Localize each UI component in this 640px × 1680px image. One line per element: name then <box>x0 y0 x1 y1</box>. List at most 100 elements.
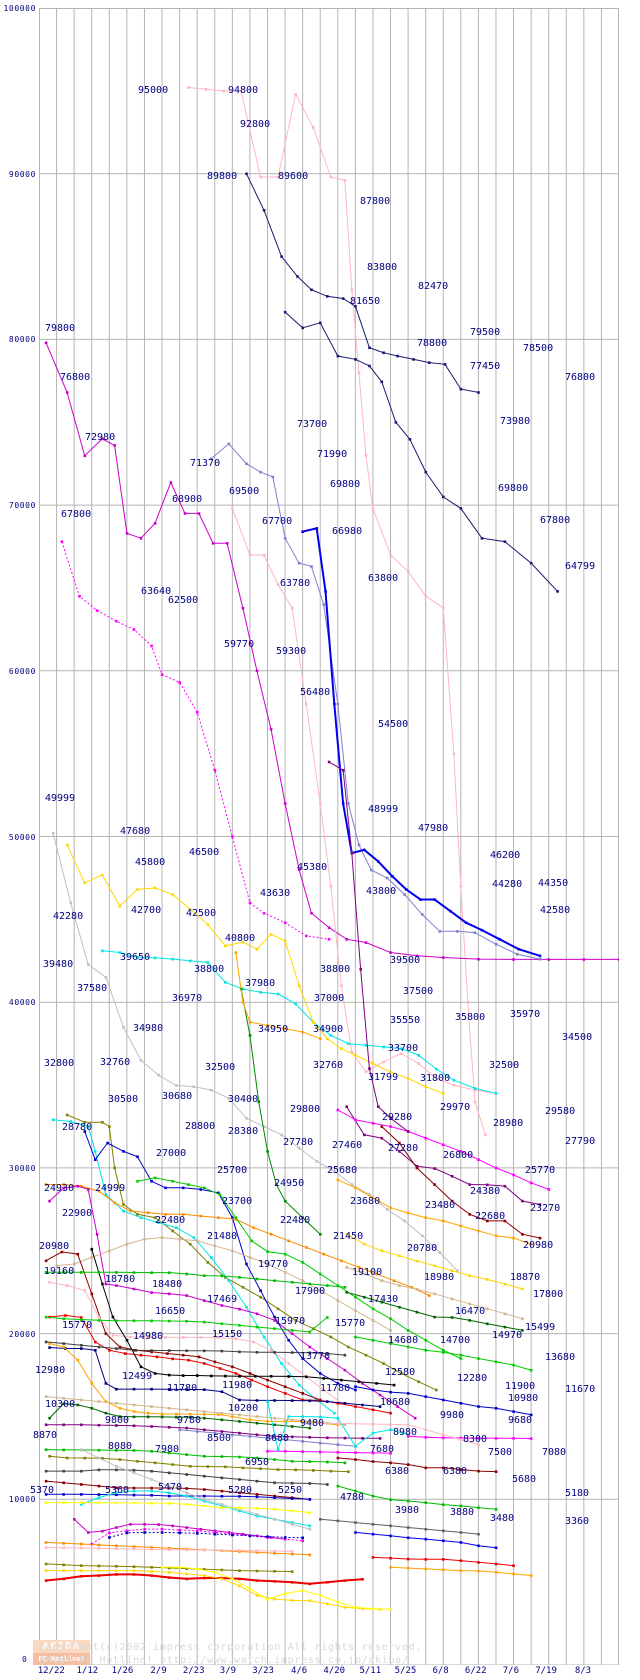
data-point <box>187 1358 190 1362</box>
y-tick-label: 40000 <box>8 998 36 1008</box>
data-point <box>238 1491 241 1495</box>
series-s12 <box>65 1113 438 1392</box>
data-point <box>340 1378 343 1382</box>
series-line <box>320 1422 479 1446</box>
data-point <box>294 1468 297 1472</box>
data-point <box>213 769 217 772</box>
data-point <box>326 1436 329 1440</box>
data-point <box>185 1473 188 1476</box>
data-point <box>97 1400 101 1403</box>
data-point <box>44 1501 48 1504</box>
data-point <box>248 1372 252 1375</box>
data-point <box>410 1286 413 1289</box>
data-point <box>90 1382 94 1385</box>
data-point <box>494 1437 498 1440</box>
data-point <box>498 938 501 941</box>
data-point <box>273 1549 276 1553</box>
data-point <box>503 1282 507 1286</box>
data-point <box>129 1209 132 1213</box>
data-point <box>378 1405 382 1408</box>
series-line <box>102 950 497 1094</box>
data-point <box>371 507 375 510</box>
data-point <box>341 297 345 300</box>
data-point <box>283 1537 287 1541</box>
data-point <box>350 1050 354 1054</box>
data-point <box>459 1504 463 1508</box>
data-point <box>301 1450 304 1453</box>
data-point <box>80 1344 83 1347</box>
data-point <box>150 1494 153 1497</box>
data-point <box>424 470 428 474</box>
series-line <box>49 1281 342 1404</box>
data-point <box>433 1264 436 1268</box>
data-point <box>44 1469 48 1473</box>
data-point <box>266 1420 269 1423</box>
data-point <box>371 1196 375 1200</box>
data-point <box>213 1571 217 1574</box>
data-point <box>255 1507 259 1510</box>
data-point <box>406 1463 410 1466</box>
data-point <box>329 1469 333 1473</box>
data-point <box>364 454 368 457</box>
data-point <box>220 1503 224 1506</box>
data-point <box>301 1030 304 1034</box>
data-point <box>326 1400 329 1403</box>
data-point <box>319 802 322 805</box>
data-point <box>512 958 515 961</box>
series-s06 <box>210 442 542 961</box>
data-point <box>248 1256 252 1259</box>
series-s47 <box>44 1395 347 1427</box>
data-point <box>118 904 122 908</box>
data-point <box>104 1282 108 1286</box>
data-point <box>122 1150 125 1153</box>
data-point <box>206 1261 210 1264</box>
data-point <box>227 1531 231 1534</box>
data-point <box>248 1020 252 1024</box>
data-point <box>287 1375 290 1378</box>
data-point <box>234 1216 238 1219</box>
data-point <box>538 1203 542 1206</box>
data-point <box>327 760 331 764</box>
data-point <box>262 1335 266 1339</box>
data-point <box>276 175 280 179</box>
data-point <box>95 1233 99 1236</box>
data-point <box>283 921 287 925</box>
series-line <box>188 87 486 1135</box>
data-point <box>101 1282 104 1286</box>
data-point <box>529 1437 533 1440</box>
data-point <box>297 561 301 565</box>
data-point <box>406 1526 410 1529</box>
data-point <box>224 1374 227 1378</box>
data-point <box>459 1436 463 1440</box>
data-point <box>108 1349 111 1352</box>
series-s62 <box>336 1456 498 1473</box>
data-point <box>150 1478 153 1481</box>
series-line <box>337 1457 497 1473</box>
data-point <box>262 911 266 915</box>
data-point <box>363 1133 366 1137</box>
data-point <box>60 1250 64 1254</box>
data-point <box>44 341 48 345</box>
data-point <box>290 606 294 610</box>
data-point <box>380 1249 384 1253</box>
data-point <box>466 1001 470 1004</box>
series-s44 <box>44 1271 347 1289</box>
data-point <box>118 951 122 954</box>
data-point <box>51 832 55 835</box>
data-point <box>275 1183 278 1186</box>
data-point <box>341 802 345 805</box>
data-point <box>354 1186 357 1190</box>
data-point <box>238 1508 241 1511</box>
data-point <box>477 1229 480 1233</box>
data-point <box>297 1383 301 1387</box>
data-point <box>442 1219 445 1223</box>
data-point <box>389 1423 392 1426</box>
data-point <box>171 957 174 961</box>
series-line <box>109 1531 303 1539</box>
series-line <box>162 1566 391 1610</box>
data-point <box>301 1398 304 1402</box>
data-point <box>210 1256 213 1259</box>
series-s65 <box>354 1531 498 1550</box>
data-point <box>231 1216 234 1219</box>
data-point <box>150 1546 153 1549</box>
